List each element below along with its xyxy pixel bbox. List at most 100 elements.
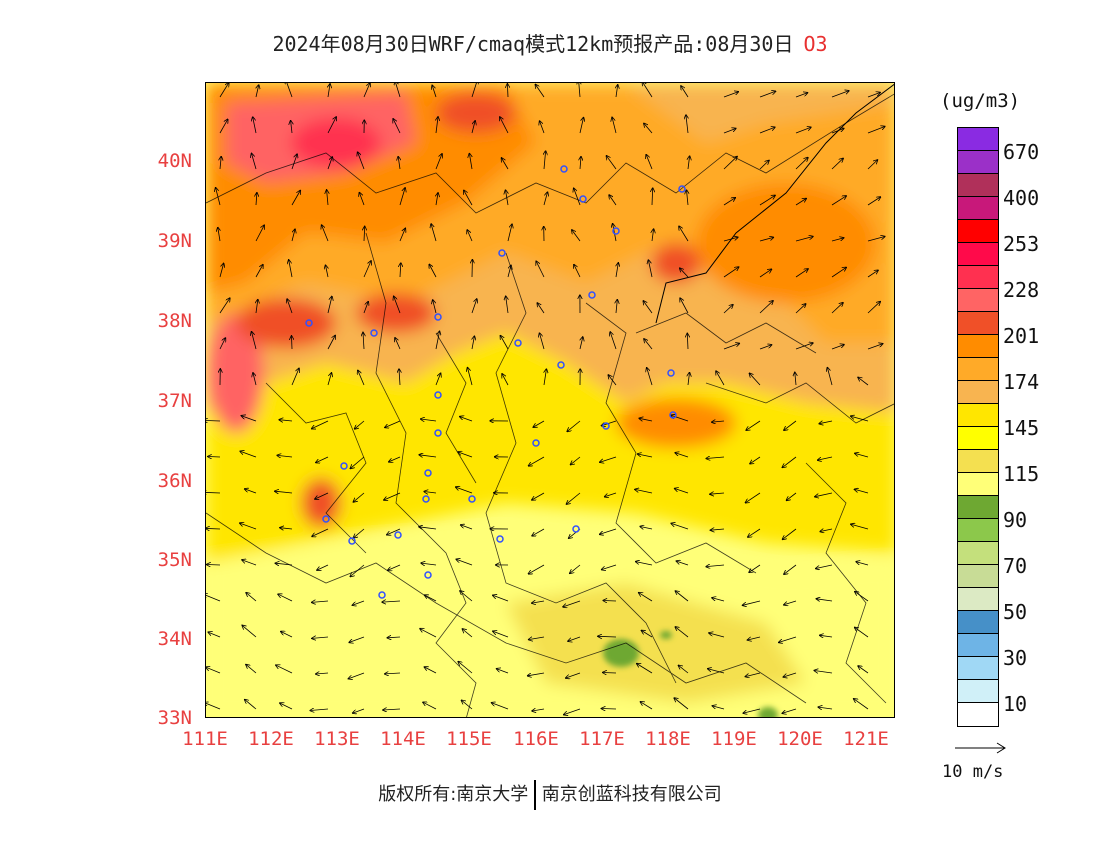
wind-arrow (436, 193, 438, 206)
wind-arrow (795, 269, 808, 278)
wind-arrow (681, 86, 689, 98)
wind-arrow (350, 564, 365, 577)
wind-arrow (540, 333, 545, 350)
wind-arrow (387, 528, 401, 535)
wind-arrow (456, 487, 473, 494)
wind-arrow (749, 373, 761, 386)
wind-arrow (385, 420, 401, 428)
wind-arrow (706, 565, 725, 567)
wind-arrow (710, 493, 725, 494)
wind-arrow (364, 227, 365, 242)
legend-swatch (958, 703, 998, 726)
wind-arrow (652, 229, 654, 242)
legend-swatch (958, 151, 998, 174)
wind-scale-arrow (955, 742, 1006, 754)
wind-arrow (675, 627, 689, 638)
wind-arrow (363, 261, 371, 278)
wind-arrow (759, 161, 769, 170)
legend-swatch (958, 335, 998, 358)
wind-arrow (206, 528, 221, 529)
wind-arrow (712, 598, 725, 602)
wind-arrow (648, 260, 653, 278)
wind-arrow (352, 600, 365, 605)
wind-arrow (220, 157, 221, 170)
wind-arrow (602, 564, 617, 570)
legend-swatch (958, 519, 998, 542)
wind-arrow (532, 601, 545, 603)
wind-arrow (602, 709, 617, 710)
wind-arrow (567, 420, 581, 431)
wind-arrow (315, 492, 329, 499)
wind-arrow (435, 373, 441, 386)
wind-arrow (867, 344, 883, 350)
wind-arrow (544, 151, 546, 170)
wind-arrow (679, 226, 689, 242)
wind-arrow (289, 260, 293, 278)
wind-arrow (327, 336, 335, 350)
wind-arrow (855, 592, 869, 602)
legend-label-253: 253 (1003, 232, 1040, 256)
wind-arrow (353, 708, 365, 713)
wind-arrow (639, 593, 653, 602)
wind-arrow (743, 600, 761, 605)
y-label-40n: 40N (157, 150, 192, 172)
wind-arrow (795, 199, 806, 206)
wind-arrow (395, 338, 401, 350)
wind-arrow (867, 270, 878, 278)
wind-arrow (644, 123, 653, 134)
wind-arrow (856, 562, 869, 566)
wind-arrow (245, 700, 257, 710)
wind-arrow (749, 564, 761, 572)
wind-arrow (723, 92, 738, 98)
wind-arrow (363, 333, 364, 350)
wind-arrow (529, 456, 545, 466)
wind-arrow (603, 673, 617, 674)
legend-label-670: 670 (1003, 140, 1040, 164)
wind-arrow (572, 230, 581, 242)
wind-arrow (723, 305, 733, 314)
legend-swatch (958, 266, 998, 289)
wind-arrow (827, 368, 833, 386)
wind-arrow (574, 265, 581, 278)
wind-arrow (287, 299, 293, 314)
wind-arrow (831, 158, 843, 170)
wind-arrow (613, 224, 617, 242)
wind-arrow (246, 593, 257, 602)
wind-arrow (240, 523, 257, 530)
wind-arrow (652, 188, 653, 206)
wind-arrow (723, 157, 737, 170)
wind-arrow (867, 197, 880, 206)
wind-arrow (608, 375, 617, 386)
wind-arrow (867, 237, 885, 242)
wind-arrow (831, 91, 849, 98)
wind-arrow (216, 188, 221, 206)
wind-arrow (746, 420, 761, 430)
chart-title: 2024年08月30日WRF/cmaq模式12km预报产品:08月30日 O3 (0, 28, 1100, 57)
legend-swatch (958, 427, 998, 450)
wind-arrow (795, 237, 813, 242)
wind-arrow (646, 155, 653, 170)
wind-arrow (642, 631, 653, 638)
legend-swatch (958, 197, 998, 220)
wind-arrow (536, 261, 545, 278)
wind-arrow (570, 564, 581, 573)
wind-arrow (433, 300, 437, 314)
x-label-114e: 114E (380, 728, 426, 750)
wind-arrow (743, 708, 761, 713)
wind-arrow (580, 157, 581, 170)
x-label-112e: 112E (248, 728, 294, 750)
wind-arrow (252, 154, 257, 170)
wind-arrow (759, 237, 773, 242)
y-label-34n: 34N (157, 628, 192, 650)
wind-arrow (206, 703, 221, 710)
wind-arrow (638, 454, 653, 458)
x-label-111e: 111E (182, 728, 228, 750)
wind-arrow (851, 416, 869, 422)
wind-arrow (424, 492, 437, 494)
wind-arrow (675, 453, 689, 458)
wind-arrow (460, 417, 473, 422)
wind-arrow (432, 85, 437, 98)
legend-swatch (958, 358, 998, 381)
wind-arrow (867, 302, 880, 314)
y-label-36n: 36N (157, 470, 192, 492)
